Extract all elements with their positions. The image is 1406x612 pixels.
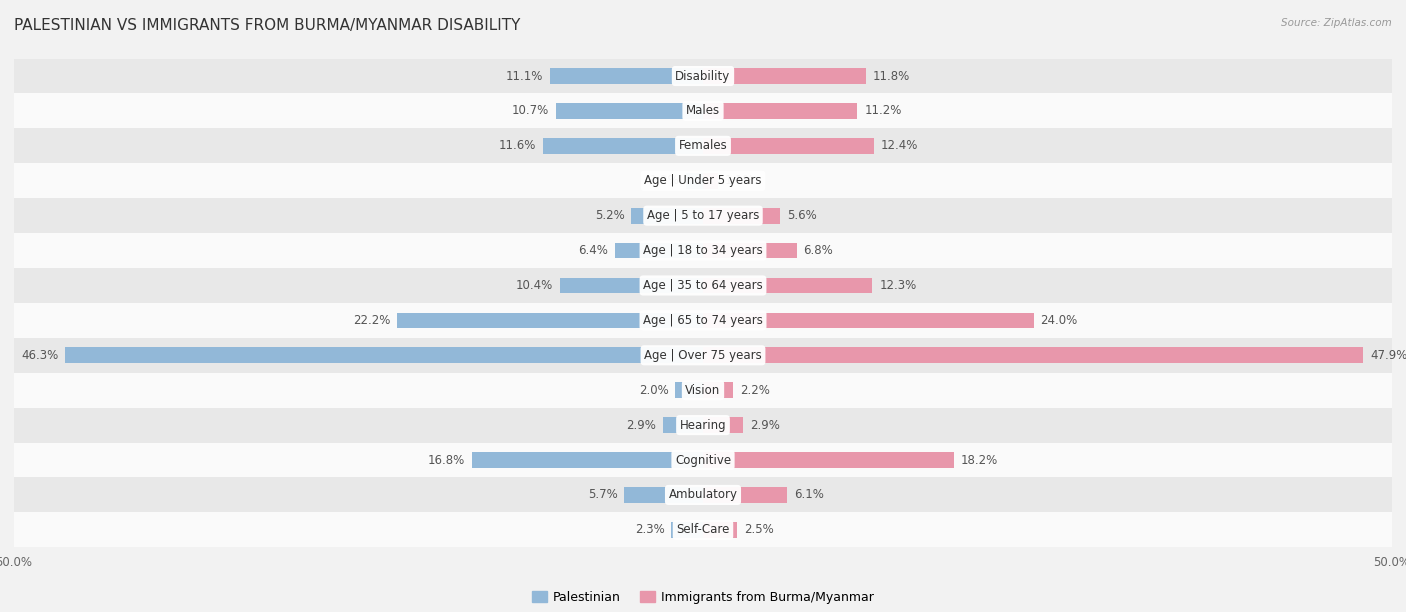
Bar xyxy=(703,138,875,154)
Text: 6.8%: 6.8% xyxy=(804,244,834,257)
Bar xyxy=(631,208,703,223)
Text: 5.2%: 5.2% xyxy=(595,209,624,222)
Text: 11.2%: 11.2% xyxy=(865,105,901,118)
Bar xyxy=(14,442,1392,477)
Legend: Palestinian, Immigrants from Burma/Myanmar: Palestinian, Immigrants from Burma/Myanm… xyxy=(527,586,879,609)
Text: Source: ZipAtlas.com: Source: ZipAtlas.com xyxy=(1281,18,1392,28)
Bar xyxy=(14,268,1392,303)
Bar xyxy=(14,373,1392,408)
Text: 2.5%: 2.5% xyxy=(744,523,775,536)
Text: Cognitive: Cognitive xyxy=(675,453,731,466)
Bar xyxy=(396,313,703,328)
Bar xyxy=(703,243,797,258)
Bar xyxy=(14,129,1392,163)
Bar xyxy=(703,278,873,293)
Text: 46.3%: 46.3% xyxy=(21,349,58,362)
Text: 6.4%: 6.4% xyxy=(578,244,607,257)
Bar xyxy=(703,417,742,433)
Bar xyxy=(14,512,1392,547)
Text: Disability: Disability xyxy=(675,70,731,83)
Bar xyxy=(703,103,858,119)
Bar xyxy=(671,522,703,538)
Text: Age | 35 to 64 years: Age | 35 to 64 years xyxy=(643,279,763,292)
Text: Age | 65 to 74 years: Age | 65 to 74 years xyxy=(643,314,763,327)
Bar xyxy=(550,68,703,84)
Text: Hearing: Hearing xyxy=(679,419,727,431)
Bar xyxy=(624,487,703,503)
Text: 5.7%: 5.7% xyxy=(588,488,617,501)
Bar xyxy=(555,103,703,119)
Text: 2.0%: 2.0% xyxy=(638,384,669,397)
Text: Females: Females xyxy=(679,140,727,152)
Bar xyxy=(14,59,1392,94)
Text: Vision: Vision xyxy=(685,384,721,397)
Bar xyxy=(703,382,734,398)
Bar xyxy=(14,338,1392,373)
Bar xyxy=(703,522,738,538)
Text: Self-Care: Self-Care xyxy=(676,523,730,536)
Text: 11.1%: 11.1% xyxy=(506,70,543,83)
Text: 5.6%: 5.6% xyxy=(787,209,817,222)
Bar xyxy=(14,163,1392,198)
Bar xyxy=(14,303,1392,338)
Bar xyxy=(14,233,1392,268)
Text: 22.2%: 22.2% xyxy=(353,314,391,327)
Text: Age | 18 to 34 years: Age | 18 to 34 years xyxy=(643,244,763,257)
Bar xyxy=(14,198,1392,233)
Bar xyxy=(14,408,1392,442)
Text: 2.2%: 2.2% xyxy=(740,384,770,397)
Text: Age | Over 75 years: Age | Over 75 years xyxy=(644,349,762,362)
Text: Age | 5 to 17 years: Age | 5 to 17 years xyxy=(647,209,759,222)
Text: 12.3%: 12.3% xyxy=(879,279,917,292)
Text: 1.2%: 1.2% xyxy=(650,174,679,187)
Bar xyxy=(703,452,953,468)
Text: 1.1%: 1.1% xyxy=(725,174,755,187)
Bar xyxy=(614,243,703,258)
Bar xyxy=(14,477,1392,512)
Text: 11.6%: 11.6% xyxy=(499,140,536,152)
Text: 12.4%: 12.4% xyxy=(880,140,918,152)
Text: 6.1%: 6.1% xyxy=(794,488,824,501)
Bar xyxy=(664,417,703,433)
Text: 2.3%: 2.3% xyxy=(634,523,665,536)
Text: 10.4%: 10.4% xyxy=(516,279,553,292)
Text: Males: Males xyxy=(686,105,720,118)
Bar xyxy=(703,313,1033,328)
Bar xyxy=(703,173,718,188)
Text: 16.8%: 16.8% xyxy=(427,453,464,466)
Text: Ambulatory: Ambulatory xyxy=(668,488,738,501)
Bar xyxy=(471,452,703,468)
Bar xyxy=(703,68,866,84)
Text: PALESTINIAN VS IMMIGRANTS FROM BURMA/MYANMAR DISABILITY: PALESTINIAN VS IMMIGRANTS FROM BURMA/MYA… xyxy=(14,18,520,34)
Text: 11.8%: 11.8% xyxy=(873,70,910,83)
Bar xyxy=(703,208,780,223)
Bar xyxy=(65,348,703,363)
Text: 47.9%: 47.9% xyxy=(1369,349,1406,362)
Text: 2.9%: 2.9% xyxy=(626,419,657,431)
Bar xyxy=(14,94,1392,129)
Bar xyxy=(686,173,703,188)
Text: 18.2%: 18.2% xyxy=(960,453,998,466)
Bar xyxy=(560,278,703,293)
Bar xyxy=(543,138,703,154)
Bar xyxy=(703,487,787,503)
Text: 2.9%: 2.9% xyxy=(749,419,780,431)
Text: 10.7%: 10.7% xyxy=(512,105,548,118)
Text: 24.0%: 24.0% xyxy=(1040,314,1078,327)
Text: Age | Under 5 years: Age | Under 5 years xyxy=(644,174,762,187)
Bar xyxy=(703,348,1362,363)
Bar xyxy=(675,382,703,398)
